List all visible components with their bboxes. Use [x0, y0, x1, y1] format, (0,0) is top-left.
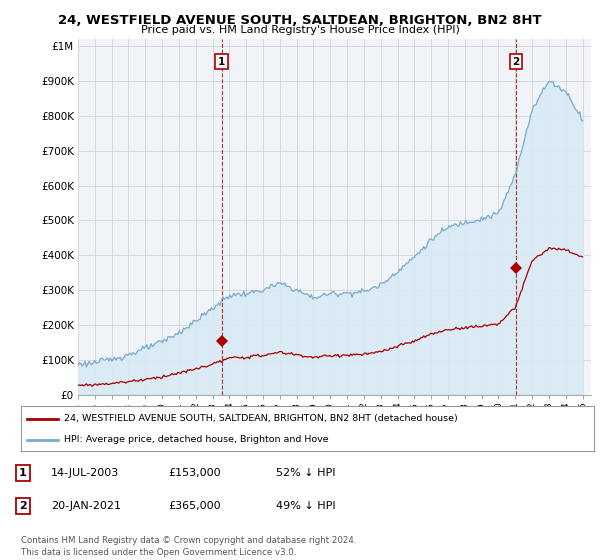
Text: 52% ↓ HPI: 52% ↓ HPI [276, 468, 335, 478]
Text: 20-JAN-2021: 20-JAN-2021 [51, 501, 121, 511]
Text: 2: 2 [512, 57, 520, 67]
Text: 24, WESTFIELD AVENUE SOUTH, SALTDEAN, BRIGHTON, BN2 8HT: 24, WESTFIELD AVENUE SOUTH, SALTDEAN, BR… [58, 14, 542, 27]
Text: Price paid vs. HM Land Registry's House Price Index (HPI): Price paid vs. HM Land Registry's House … [140, 25, 460, 35]
Text: 2: 2 [19, 501, 26, 511]
Text: HPI: Average price, detached house, Brighton and Hove: HPI: Average price, detached house, Brig… [64, 435, 329, 444]
Text: 14-JUL-2003: 14-JUL-2003 [51, 468, 119, 478]
Text: 1: 1 [218, 57, 225, 67]
Text: 24, WESTFIELD AVENUE SOUTH, SALTDEAN, BRIGHTON, BN2 8HT (detached house): 24, WESTFIELD AVENUE SOUTH, SALTDEAN, BR… [64, 414, 458, 423]
Text: 1: 1 [19, 468, 26, 478]
Text: £153,000: £153,000 [168, 468, 221, 478]
Text: 49% ↓ HPI: 49% ↓ HPI [276, 501, 335, 511]
Text: Contains HM Land Registry data © Crown copyright and database right 2024.
This d: Contains HM Land Registry data © Crown c… [21, 536, 356, 557]
Text: £365,000: £365,000 [168, 501, 221, 511]
